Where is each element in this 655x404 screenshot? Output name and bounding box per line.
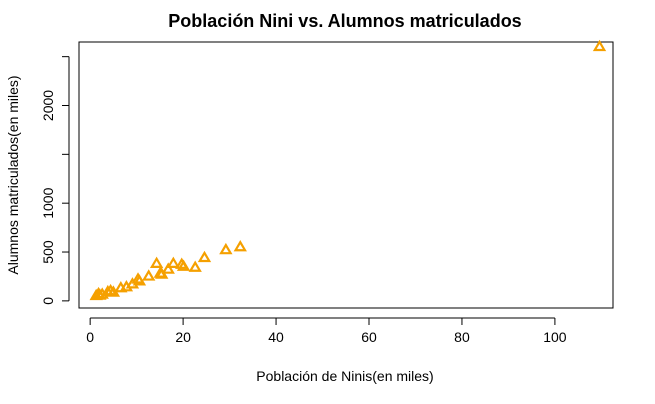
data-point	[233, 239, 247, 252]
data-point	[161, 262, 175, 274]
data-point	[142, 269, 156, 281]
data-point	[188, 260, 202, 272]
data-point	[132, 274, 147, 286]
x-tick-label: 80	[454, 329, 470, 345]
chart-title: Población Nini vs. Alumnos matriculados	[168, 11, 521, 31]
x-tick-label: 20	[175, 329, 191, 345]
data-point	[197, 250, 212, 263]
y-axis-title: Alumnos matriculados(en miles)	[5, 75, 21, 274]
y-axis: 0 500 1000 2000	[40, 56, 70, 305]
x-axis-title: Población de Ninis(en miles)	[256, 368, 433, 384]
y-tick-label: 1000	[40, 187, 56, 218]
x-tick-label: 60	[361, 329, 377, 345]
x-tick-label: 40	[268, 329, 284, 345]
data-point	[166, 256, 181, 268]
data-point	[592, 39, 607, 52]
data-point	[149, 256, 164, 268]
x-axis: 0 20 40 60 80 100	[86, 317, 567, 345]
y-tick-label: 500	[40, 240, 56, 264]
data-points	[89, 39, 607, 301]
y-tick-label: 0	[40, 297, 56, 305]
data-point	[219, 242, 233, 255]
data-point	[176, 259, 191, 271]
x-tick-label: 0	[86, 329, 94, 345]
x-tick-label: 100	[543, 329, 567, 345]
plot-frame	[78, 41, 614, 309]
y-tick-label: 2000	[40, 90, 56, 121]
